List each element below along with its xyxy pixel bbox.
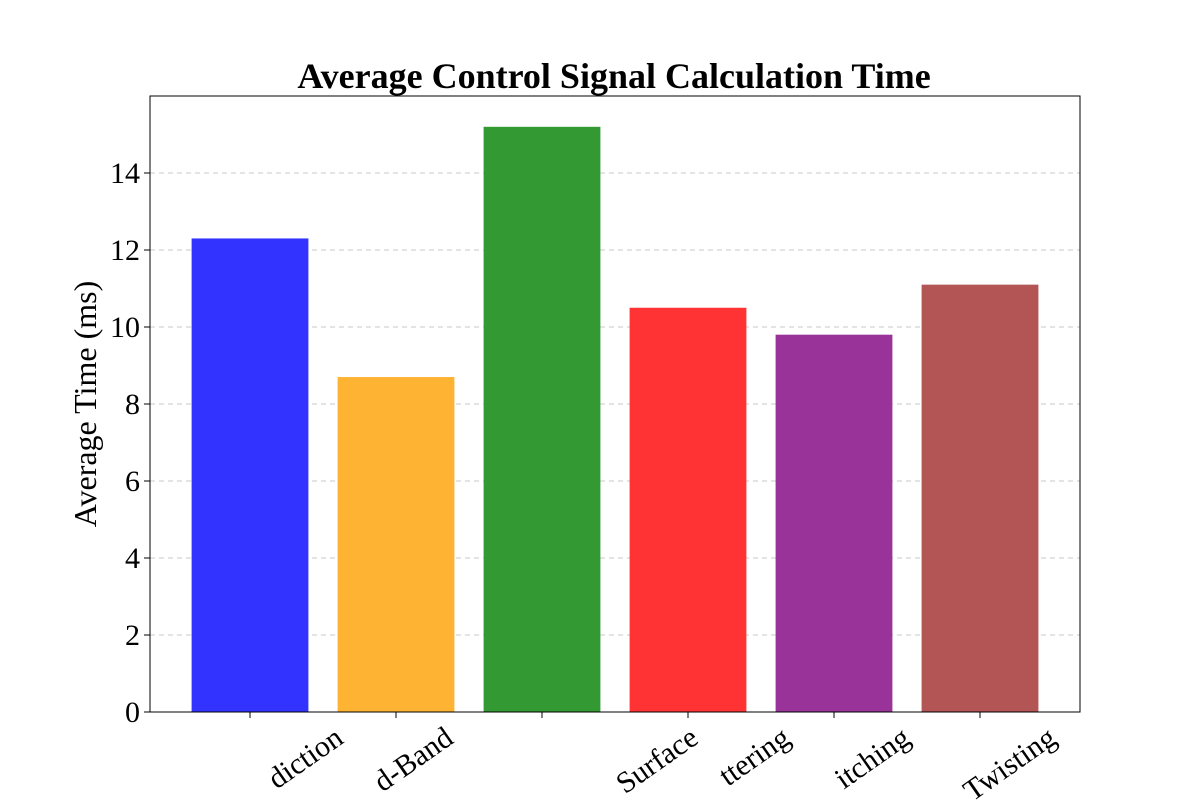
y-tick-label: 8 — [125, 388, 140, 421]
x-tick-label: itching — [829, 721, 916, 796]
y-tick-label: 0 — [125, 696, 140, 729]
bar — [191, 238, 309, 712]
y-tick-label: 6 — [125, 465, 140, 498]
y-tick-label: 14 — [110, 157, 140, 190]
y-tick-label: 4 — [125, 542, 140, 575]
x-tick-label: ttering — [713, 721, 796, 793]
bar — [921, 284, 1039, 712]
x-tick-label: Twisting — [957, 721, 1062, 800]
chart-title: Average Control Signal Calculation Time — [297, 56, 930, 96]
x-tick-label: d-Band — [368, 721, 459, 799]
bar — [337, 377, 455, 712]
x-tick-label: diction — [262, 721, 349, 796]
y-axis-label: Average Time (ms) — [67, 281, 103, 527]
bar — [483, 126, 601, 713]
x-tick-label: Surface — [610, 721, 704, 800]
y-tick-label: 2 — [125, 619, 140, 652]
bar — [629, 307, 747, 712]
y-tick-label: 12 — [110, 234, 140, 267]
plot-frame — [149, 95, 1081, 713]
bar — [775, 334, 893, 712]
y-tick-label: 10 — [110, 311, 140, 344]
